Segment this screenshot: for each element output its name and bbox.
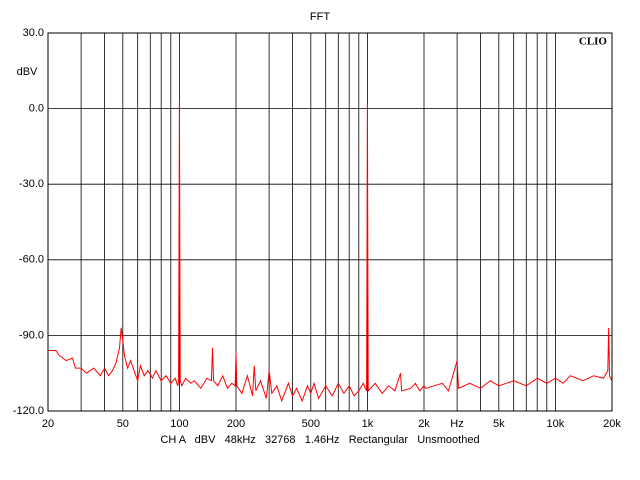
trace (48, 101, 612, 403)
watermark: CLIO (579, 36, 608, 48)
y-tick-label: -120.0 (13, 405, 44, 417)
x-tick-label: 10k (547, 418, 565, 430)
caption: CH A dBV 48kHz 32768 1.46Hz Rectangular … (160, 434, 479, 446)
x-tick-label: 200 (227, 418, 245, 430)
x-tick-label: 500 (302, 418, 320, 430)
y-tick-label: -60.0 (19, 254, 44, 266)
x-tick-label: 20 (42, 418, 54, 430)
y-axis-label: dBV (17, 66, 38, 78)
x-tick-label: 50 (117, 418, 129, 430)
x-tick-label: 100 (170, 418, 188, 430)
chart-title: FFT (310, 11, 330, 23)
y-tick-label: 0.0 (29, 103, 44, 115)
x-axis-label: Hz (450, 418, 463, 430)
x-tick-label: 5k (493, 418, 505, 430)
x-tick-label: 20k (603, 418, 621, 430)
y-tick-label: 30.0 (23, 27, 44, 39)
y-tick-label: -90.0 (19, 329, 44, 341)
plot-frame (47, 32, 613, 412)
x-tick-label: 2k (418, 418, 430, 430)
y-tick-label: -30.0 (19, 178, 44, 190)
x-tick-label: 1k (362, 418, 374, 430)
